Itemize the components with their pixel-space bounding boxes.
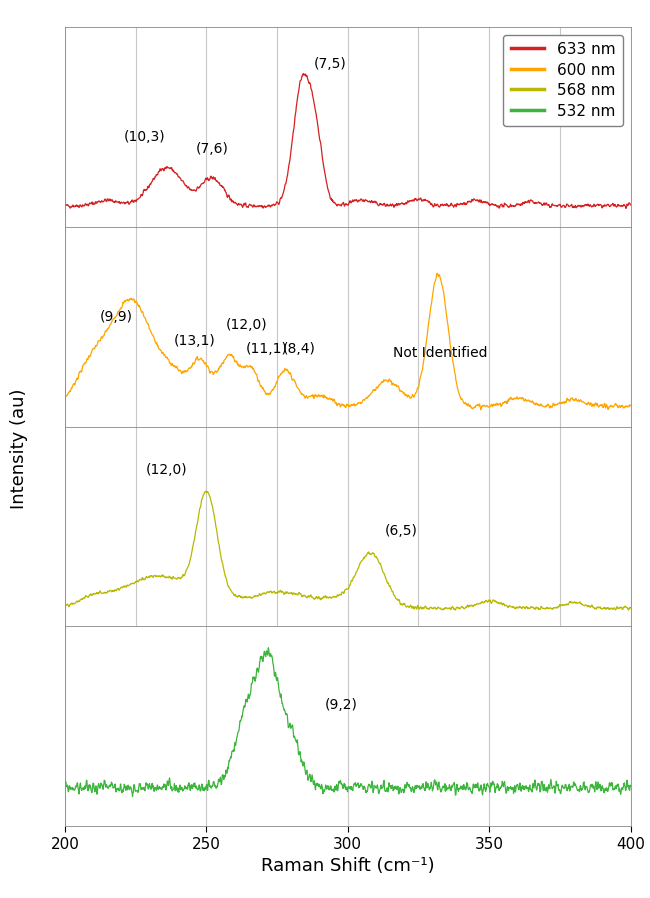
Text: (13,1): (13,1) bbox=[174, 334, 216, 348]
Text: (12,0): (12,0) bbox=[146, 463, 188, 477]
Text: Intensity (au): Intensity (au) bbox=[10, 389, 28, 509]
Text: (11,1): (11,1) bbox=[246, 342, 288, 356]
Legend: 633 nm, 600 nm, 568 nm, 532 nm: 633 nm, 600 nm, 568 nm, 532 nm bbox=[503, 35, 623, 127]
Text: (9,2): (9,2) bbox=[325, 698, 358, 712]
Text: (9,9): (9,9) bbox=[99, 310, 133, 324]
Text: (7,6): (7,6) bbox=[196, 142, 228, 156]
Text: Not Identified: Not Identified bbox=[393, 346, 488, 360]
Text: (6,5): (6,5) bbox=[385, 524, 417, 538]
Text: (12,0): (12,0) bbox=[226, 318, 268, 332]
X-axis label: Raman Shift (cm⁻¹): Raman Shift (cm⁻¹) bbox=[261, 857, 435, 876]
Text: (8,4): (8,4) bbox=[283, 342, 316, 356]
Text: (10,3): (10,3) bbox=[124, 130, 165, 145]
Text: (7,5): (7,5) bbox=[314, 57, 346, 71]
